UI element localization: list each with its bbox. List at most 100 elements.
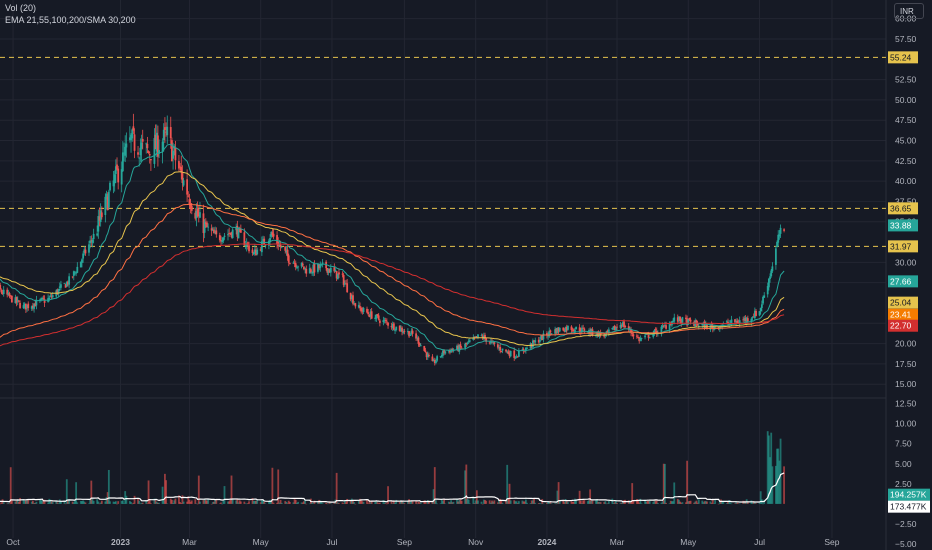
volume-bar <box>590 500 593 504</box>
volume-bar <box>50 501 53 504</box>
volume-bar <box>431 501 434 504</box>
volume-bar <box>172 503 174 504</box>
candle-body <box>256 249 259 255</box>
volume-bar <box>40 500 42 504</box>
candle-body <box>180 166 183 173</box>
candle-body <box>259 249 262 251</box>
candle-body <box>428 354 430 357</box>
candle-body <box>328 268 331 273</box>
volume-bar <box>678 499 680 504</box>
candle-body <box>489 341 492 344</box>
volume-bar <box>460 501 463 504</box>
candle-body <box>384 320 387 321</box>
volume-bar <box>459 499 462 504</box>
volume-bar <box>688 501 691 504</box>
candle-body <box>374 317 377 319</box>
volume-bar <box>349 500 352 504</box>
candle-body <box>635 335 638 337</box>
volume-bar <box>567 502 569 504</box>
volume-bar <box>329 503 332 504</box>
candle-body <box>350 296 353 300</box>
candle-body <box>742 319 745 321</box>
volume-bar <box>465 464 468 504</box>
candle-body <box>141 138 144 142</box>
volume-bar <box>148 500 151 504</box>
volume-bar <box>562 500 565 504</box>
candle-body <box>310 269 312 273</box>
candle-body <box>537 339 540 343</box>
volume-bar <box>370 501 373 504</box>
legend-volume[interactable]: Vol (20) <box>5 3 37 13</box>
volume-bar <box>549 502 552 504</box>
candle-body <box>370 311 373 319</box>
volume-bar <box>575 500 578 504</box>
volume-bar <box>596 499 599 504</box>
candle-body <box>318 264 321 269</box>
candle-body <box>166 126 169 136</box>
candle-body <box>540 335 542 340</box>
candle-body <box>443 350 446 354</box>
y-tick-label: 50.00 <box>895 95 917 105</box>
legend-moving-averages[interactable]: EMA 21,55,100,200/SMA 30,200 <box>5 15 136 25</box>
volume-bar <box>457 501 460 504</box>
volume-bar <box>530 500 533 504</box>
candle-body <box>394 330 396 332</box>
volume-bar <box>109 501 111 504</box>
candle-body <box>627 326 630 330</box>
candle-body <box>123 152 125 154</box>
currency-button[interactable]: INR <box>894 3 924 19</box>
volume-bar <box>635 499 638 504</box>
volume-bar <box>409 502 412 504</box>
candle-body <box>432 359 435 362</box>
volume-bar <box>57 503 60 504</box>
volume-bar <box>606 503 609 504</box>
volume-bar <box>399 500 402 504</box>
candle-body <box>354 303 357 307</box>
price-tag-bg <box>888 202 918 215</box>
volume-bar <box>100 500 103 504</box>
candle-body <box>681 317 684 323</box>
volume-sma-line <box>0 472 785 503</box>
candle-body <box>286 249 289 257</box>
candle-body <box>227 234 229 236</box>
candle-body <box>679 316 681 321</box>
candle-body <box>133 134 136 151</box>
candle-body <box>271 232 274 236</box>
candle-body <box>221 240 224 243</box>
candle-body <box>65 281 68 287</box>
volume-bar <box>488 500 491 504</box>
volume-bar <box>51 502 54 504</box>
volume-bar <box>292 502 295 504</box>
volume-bar <box>169 498 172 504</box>
candle-body <box>417 337 420 344</box>
candle-body <box>750 318 753 323</box>
candle-body <box>17 300 20 302</box>
candle-body <box>321 262 324 264</box>
candle-body <box>0 285 2 290</box>
volume-bar <box>472 497 475 504</box>
ema-55-line <box>0 171 785 347</box>
volume-bar <box>237 502 240 504</box>
price-tag-bg <box>888 308 918 321</box>
volume-bar <box>547 501 549 504</box>
volume-bar <box>672 501 674 504</box>
candle-body <box>738 320 741 324</box>
volume-bar <box>256 499 259 504</box>
x-tick-label: Sep <box>824 537 839 547</box>
candle-body <box>678 316 680 321</box>
candle-body <box>534 340 537 343</box>
candle-body <box>575 326 578 330</box>
candle-body <box>709 325 712 330</box>
candle-body <box>367 312 370 315</box>
volume-tick-label: 2.50 <box>895 479 912 489</box>
candle-body <box>599 332 602 335</box>
volume-bar <box>376 502 379 504</box>
volume-tick-label: 7.50 <box>895 439 912 449</box>
volume-bar <box>450 500 453 504</box>
candle-body <box>395 326 398 330</box>
candle-body <box>639 338 642 341</box>
volume-bar <box>164 473 166 504</box>
price-tag-bg <box>888 296 918 309</box>
candle-body <box>211 229 214 231</box>
